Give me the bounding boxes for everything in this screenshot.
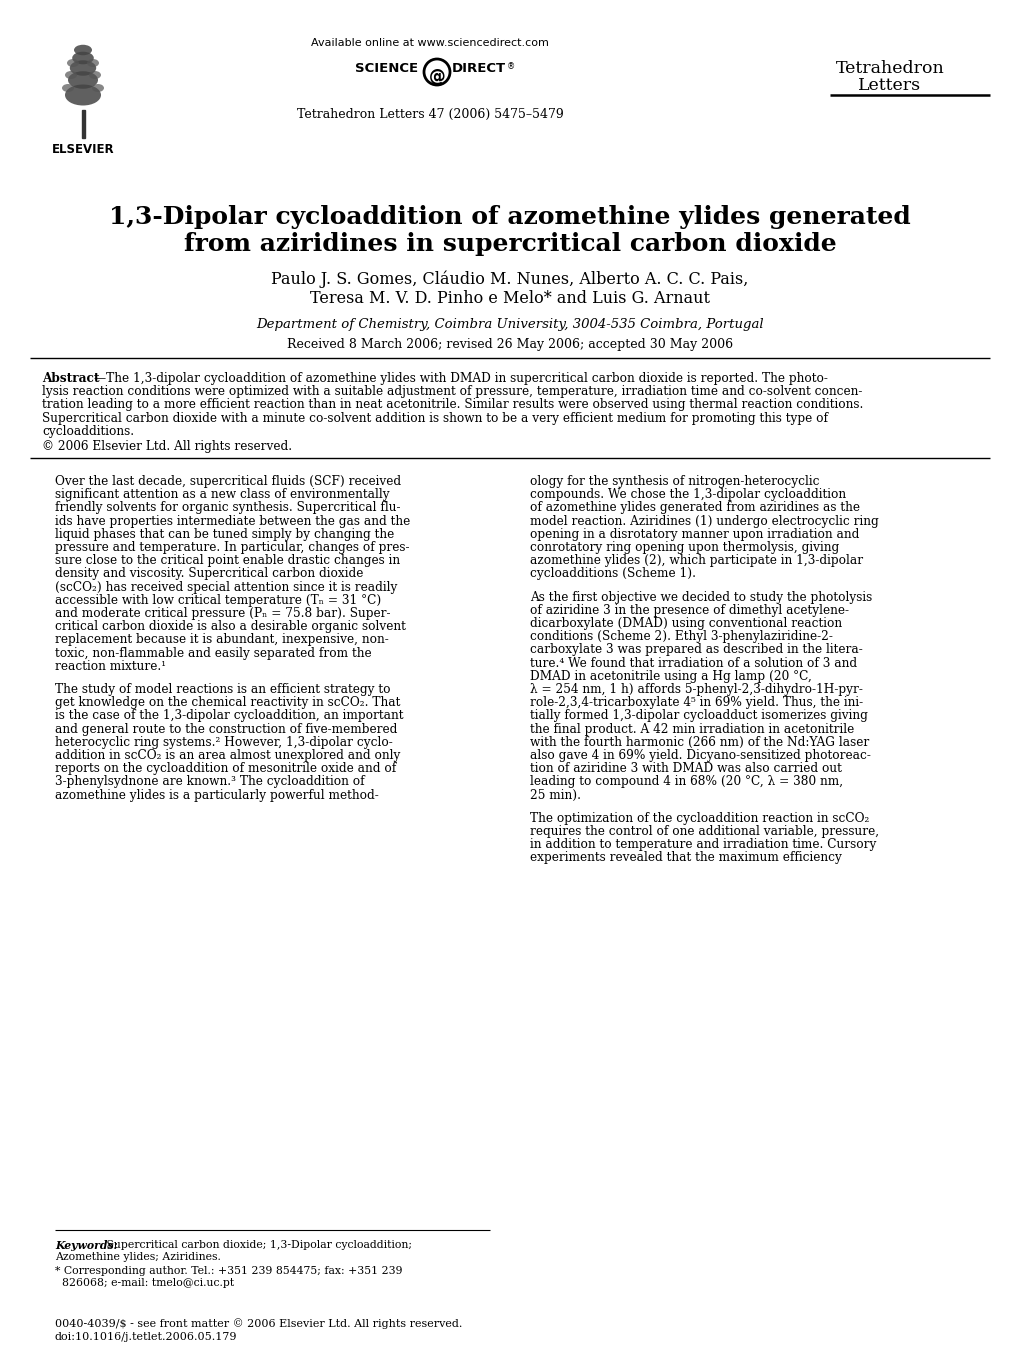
Ellipse shape xyxy=(72,52,94,64)
Text: and moderate critical pressure (Pₙ = 75.8 bar). Super-: and moderate critical pressure (Pₙ = 75.… xyxy=(55,607,390,620)
Text: role-2,3,4-tricarboxylate 4⁵ in 69% yield. Thus, the ini-: role-2,3,4-tricarboxylate 4⁵ in 69% yiel… xyxy=(530,696,862,709)
Text: tion of aziridine 3 with DMAD was also carried out: tion of aziridine 3 with DMAD was also c… xyxy=(530,762,841,775)
Text: toxic, non-flammable and easily separated from the: toxic, non-flammable and easily separate… xyxy=(55,647,371,659)
Text: opening in a disrotatory manner upon irradiation and: opening in a disrotatory manner upon irr… xyxy=(530,527,859,541)
Text: ids have properties intermediate between the gas and the: ids have properties intermediate between… xyxy=(55,515,410,527)
Text: DMAD in acetonitrile using a Hg lamp (20 °C,: DMAD in acetonitrile using a Hg lamp (20… xyxy=(530,670,811,682)
Text: carboxylate 3 was prepared as described in the litera-: carboxylate 3 was prepared as described … xyxy=(530,643,862,656)
Text: SCIENCE: SCIENCE xyxy=(355,63,418,75)
Text: (scCO₂) has received special attention since it is readily: (scCO₂) has received special attention s… xyxy=(55,580,397,594)
Text: with the fourth harmonic (266 nm) of the Nd:YAG laser: with the fourth harmonic (266 nm) of the… xyxy=(530,735,868,749)
Text: replacement because it is abundant, inexpensive, non-: replacement because it is abundant, inex… xyxy=(55,633,388,647)
Text: Available online at www.sciencedirect.com: Available online at www.sciencedirect.co… xyxy=(311,38,548,48)
Ellipse shape xyxy=(89,71,101,79)
Text: The optimization of the cycloaddition reaction in scCO₂: The optimization of the cycloaddition re… xyxy=(530,811,868,825)
Ellipse shape xyxy=(62,84,74,92)
Text: density and viscosity. Supercritical carbon dioxide: density and viscosity. Supercritical car… xyxy=(55,568,363,580)
Text: Tetrahedron: Tetrahedron xyxy=(835,60,944,77)
Text: 1,3-Dipolar cycloaddition of azomethine ylides generated: 1,3-Dipolar cycloaddition of azomethine … xyxy=(109,205,910,230)
Text: azomethine ylides (2), which participate in 1,3-dipolar: azomethine ylides (2), which participate… xyxy=(530,554,862,567)
Text: λ = 254 nm, 1 h) affords 5-phenyl-2,3-dihydro-1H-pyr-: λ = 254 nm, 1 h) affords 5-phenyl-2,3-di… xyxy=(530,684,862,696)
Text: of azomethine ylides generated from aziridines as the: of azomethine ylides generated from azir… xyxy=(530,501,859,515)
Text: accessible with low critical temperature (Tₙ = 31 °C): accessible with low critical temperature… xyxy=(55,594,381,607)
Text: Department of Chemistry, Coimbra University, 3004-535 Coimbra, Portugal: Department of Chemistry, Coimbra Univers… xyxy=(256,318,763,332)
Text: from aziridines in supercritical carbon dioxide: from aziridines in supercritical carbon … xyxy=(183,232,836,255)
Text: pressure and temperature. In particular, changes of pres-: pressure and temperature. In particular,… xyxy=(55,541,409,554)
Text: sure close to the critical point enable drastic changes in: sure close to the critical point enable … xyxy=(55,554,399,567)
Text: Over the last decade, supercritical fluids (SCF) received: Over the last decade, supercritical flui… xyxy=(55,476,400,488)
Text: The study of model reactions is an efficient strategy to: The study of model reactions is an effic… xyxy=(55,684,390,696)
Text: doi:10.1016/j.tetlet.2006.05.179: doi:10.1016/j.tetlet.2006.05.179 xyxy=(55,1332,237,1341)
Text: lysis reaction conditions were optimized with a suitable adjustment of pressure,: lysis reaction conditions were optimized… xyxy=(42,385,861,398)
Text: 25 min).: 25 min). xyxy=(530,788,581,802)
Text: reports on the cycloaddition of mesonitrile oxide and of: reports on the cycloaddition of mesonitr… xyxy=(55,762,395,775)
Text: and general route to the construction of five-membered: and general route to the construction of… xyxy=(55,723,397,735)
Text: tially formed 1,3-dipolar cycloadduct isomerizes giving: tially formed 1,3-dipolar cycloadduct is… xyxy=(530,709,867,723)
Text: tration leading to a more efficient reaction than in neat acetonitrile. Similar : tration leading to a more efficient reac… xyxy=(42,398,862,412)
Text: experiments revealed that the maximum efficiency: experiments revealed that the maximum ef… xyxy=(530,851,841,864)
Text: Supercritical carbon dioxide; 1,3-Dipolar cycloaddition;: Supercritical carbon dioxide; 1,3-Dipola… xyxy=(103,1239,412,1250)
Text: Azomethine ylides; Aziridines.: Azomethine ylides; Aziridines. xyxy=(55,1252,221,1263)
Text: addition in scCO₂ is an area almost unexplored and only: addition in scCO₂ is an area almost unex… xyxy=(55,749,400,762)
Text: conrotatory ring opening upon thermolysis, giving: conrotatory ring opening upon thermolysi… xyxy=(530,541,839,554)
Text: —The 1,3-dipolar cycloaddition of azomethine ylides with DMAD in supercritical c: —The 1,3-dipolar cycloaddition of azomet… xyxy=(94,372,827,385)
Text: cycloadditions.: cycloadditions. xyxy=(42,425,133,438)
Text: Letters: Letters xyxy=(858,77,920,94)
Text: Paulo J. S. Gomes, Cláudio M. Nunes, Alberto A. C. C. Pais,: Paulo J. S. Gomes, Cláudio M. Nunes, Alb… xyxy=(271,270,748,288)
Text: model reaction. Aziridines (1) undergo electrocyclic ring: model reaction. Aziridines (1) undergo e… xyxy=(530,515,878,527)
Text: 3-phenylsydnone are known.³ The cycloaddition of: 3-phenylsydnone are known.³ The cycloadd… xyxy=(55,776,364,788)
Text: in addition to temperature and irradiation time. Cursory: in addition to temperature and irradiati… xyxy=(530,839,875,851)
Ellipse shape xyxy=(68,71,98,88)
Ellipse shape xyxy=(74,45,92,56)
Ellipse shape xyxy=(65,84,101,106)
Text: © 2006 Elsevier Ltd. All rights reserved.: © 2006 Elsevier Ltd. All rights reserved… xyxy=(42,440,291,453)
Text: heterocyclic ring systems.² However, 1,3-dipolar cyclo-: heterocyclic ring systems.² However, 1,3… xyxy=(55,735,392,749)
Text: cycloadditions (Scheme 1).: cycloadditions (Scheme 1). xyxy=(530,568,695,580)
Text: liquid phases that can be tuned simply by changing the: liquid phases that can be tuned simply b… xyxy=(55,527,394,541)
Text: significant attention as a new class of environmentally: significant attention as a new class of … xyxy=(55,488,389,501)
Text: friendly solvents for organic synthesis. Supercritical flu-: friendly solvents for organic synthesis.… xyxy=(55,501,400,515)
Text: Teresa M. V. D. Pinho e Melo* and Luis G. Arnaut: Teresa M. V. D. Pinho e Melo* and Luis G… xyxy=(310,289,709,307)
Text: 826068; e-mail: tmelo@ci.uc.pt: 826068; e-mail: tmelo@ci.uc.pt xyxy=(55,1277,234,1288)
Ellipse shape xyxy=(69,60,96,76)
Text: Keywords:: Keywords: xyxy=(55,1239,117,1252)
Text: Tetrahedron Letters 47 (2006) 5475–5479: Tetrahedron Letters 47 (2006) 5475–5479 xyxy=(297,107,562,121)
Text: get knowledge on the chemical reactivity in scCO₂. That: get knowledge on the chemical reactivity… xyxy=(55,696,400,709)
Text: ology for the synthesis of nitrogen-heterocyclic: ology for the synthesis of nitrogen-hete… xyxy=(530,476,818,488)
Text: @: @ xyxy=(428,68,445,86)
Text: conditions (Scheme 2). Ethyl 3-phenylaziridine-2-: conditions (Scheme 2). Ethyl 3-phenylazi… xyxy=(530,631,833,643)
Text: ture.⁴ We found that irradiation of a solution of 3 and: ture.⁴ We found that irradiation of a so… xyxy=(530,656,856,670)
Text: dicarboxylate (DMAD) using conventional reaction: dicarboxylate (DMAD) using conventional … xyxy=(530,617,842,631)
Text: the final product. A 42 min irradiation in acetonitrile: the final product. A 42 min irradiation … xyxy=(530,723,854,735)
Text: Abstract: Abstract xyxy=(42,372,100,385)
Text: azomethine ylides is a particularly powerful method-: azomethine ylides is a particularly powe… xyxy=(55,788,378,802)
Text: also gave 4 in 69% yield. Dicyano-sensitized photoreac-: also gave 4 in 69% yield. Dicyano-sensit… xyxy=(530,749,870,762)
Text: As the first objective we decided to study the photolysis: As the first objective we decided to stu… xyxy=(530,591,871,603)
Text: ELSEVIER: ELSEVIER xyxy=(52,143,114,156)
Text: leading to compound 4 in 68% (20 °C, λ = 380 nm,: leading to compound 4 in 68% (20 °C, λ =… xyxy=(530,776,843,788)
Ellipse shape xyxy=(87,58,99,67)
Text: reaction mixture.¹: reaction mixture.¹ xyxy=(55,660,166,673)
Text: requires the control of one additional variable, pressure,: requires the control of one additional v… xyxy=(530,825,878,839)
Text: is the case of the 1,3-dipolar cycloaddition, an important: is the case of the 1,3-dipolar cycloaddi… xyxy=(55,709,404,723)
Text: * Corresponding author. Tel.: +351 239 854475; fax: +351 239: * Corresponding author. Tel.: +351 239 8… xyxy=(55,1267,403,1276)
Text: critical carbon dioxide is also a desirable organic solvent: critical carbon dioxide is also a desira… xyxy=(55,620,406,633)
Text: ®: ® xyxy=(506,63,515,71)
Text: DIRECT: DIRECT xyxy=(451,63,505,75)
Text: Received 8 March 2006; revised 26 May 2006; accepted 30 May 2006: Received 8 March 2006; revised 26 May 20… xyxy=(286,338,733,351)
Ellipse shape xyxy=(92,84,104,92)
Text: compounds. We chose the 1,3-dipolar cycloaddition: compounds. We chose the 1,3-dipolar cycl… xyxy=(530,488,846,501)
Ellipse shape xyxy=(65,71,76,79)
Ellipse shape xyxy=(67,58,78,67)
Text: 0040-4039/$ - see front matter © 2006 Elsevier Ltd. All rights reserved.: 0040-4039/$ - see front matter © 2006 El… xyxy=(55,1318,462,1329)
Text: Supercritical carbon dioxide with a minute co-solvent addition is shown to be a : Supercritical carbon dioxide with a minu… xyxy=(42,412,827,424)
Text: of aziridine 3 in the presence of dimethyl acetylene-: of aziridine 3 in the presence of dimeth… xyxy=(530,603,848,617)
Polygon shape xyxy=(82,110,85,139)
